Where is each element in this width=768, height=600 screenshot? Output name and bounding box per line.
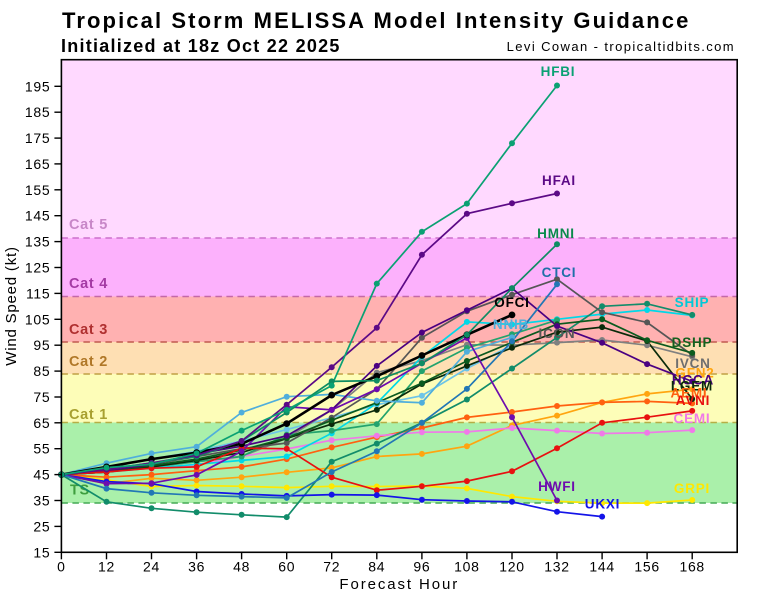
svg-text:NNIB: NNIB	[493, 317, 529, 332]
svg-text:84: 84	[368, 558, 385, 574]
svg-text:CTCI: CTCI	[542, 265, 577, 280]
svg-text:195: 195	[25, 78, 50, 94]
svg-text:125: 125	[25, 260, 50, 276]
svg-text:HFBI: HFBI	[541, 64, 576, 79]
svg-text:HWFI: HWFI	[538, 479, 576, 494]
svg-text:0: 0	[57, 558, 66, 574]
svg-text:Wind Speed (kt): Wind Speed (kt)	[3, 246, 20, 366]
svg-text:HCCA: HCCA	[672, 373, 714, 388]
svg-text:Cat 4: Cat 4	[69, 276, 108, 292]
svg-text:48: 48	[233, 558, 250, 574]
svg-text:15: 15	[33, 544, 50, 560]
svg-text:Cat 5: Cat 5	[69, 217, 108, 233]
svg-text:25: 25	[33, 518, 50, 534]
svg-text:105: 105	[25, 311, 50, 327]
svg-text:Levi Cowan - tropicaltidbits.c: Levi Cowan - tropicaltidbits.com	[507, 39, 735, 54]
svg-text:175: 175	[25, 130, 50, 146]
svg-text:65: 65	[33, 415, 50, 431]
svg-text:OFCI: OFCI	[494, 295, 529, 310]
svg-text:60: 60	[278, 558, 295, 574]
svg-text:72: 72	[323, 558, 340, 574]
svg-text:TS: TS	[70, 483, 90, 499]
svg-text:155: 155	[25, 182, 50, 198]
svg-text:115: 115	[26, 285, 50, 301]
svg-text:35: 35	[33, 493, 50, 509]
svg-text:45: 45	[33, 467, 50, 483]
svg-text:GFN2: GFN2	[675, 366, 714, 381]
svg-text:135: 135	[25, 234, 50, 250]
svg-text:Cat 1: Cat 1	[69, 407, 108, 423]
svg-text:CEMI: CEMI	[674, 411, 711, 426]
svg-text:12: 12	[98, 558, 115, 574]
svg-text:Cat 3: Cat 3	[69, 322, 108, 338]
svg-text:AVNI: AVNI	[676, 393, 710, 408]
svg-text:Tropical Storm MELISSA Model I: Tropical Storm MELISSA Model Intensity G…	[62, 8, 690, 33]
svg-text:85: 85	[33, 363, 50, 379]
svg-text:Cat 2: Cat 2	[69, 354, 108, 370]
svg-text:AEMI: AEMI	[671, 386, 708, 401]
svg-text:LGEM: LGEM	[671, 379, 713, 394]
svg-text:HFAI: HFAI	[542, 173, 576, 188]
svg-text:108: 108	[454, 558, 479, 574]
svg-text:IVCN: IVCN	[675, 356, 710, 371]
svg-text:ICON: ICON	[539, 326, 576, 341]
svg-text:185: 185	[25, 104, 50, 120]
svg-text:55: 55	[33, 441, 50, 457]
svg-text:95: 95	[33, 337, 50, 353]
svg-text:UKXI: UKXI	[585, 497, 620, 512]
svg-text:165: 165	[25, 156, 50, 172]
svg-text:DSHP: DSHP	[672, 335, 713, 350]
svg-text:120: 120	[499, 558, 524, 574]
svg-text:HMNI: HMNI	[537, 226, 575, 241]
svg-text:24: 24	[143, 558, 160, 574]
svg-text:75: 75	[33, 389, 50, 405]
svg-text:SHIP: SHIP	[675, 295, 710, 310]
svg-text:156: 156	[634, 558, 659, 574]
svg-text:145: 145	[25, 208, 50, 224]
svg-text:144: 144	[589, 558, 614, 574]
svg-text:132: 132	[544, 558, 569, 574]
svg-text:GRPI: GRPI	[674, 481, 710, 496]
svg-text:96: 96	[413, 558, 430, 574]
svg-text:Forecast Hour: Forecast Hour	[339, 576, 459, 593]
svg-text:Initialized at 18z Oct 22 2025: Initialized at 18z Oct 22 2025	[61, 36, 341, 56]
svg-text:168: 168	[679, 558, 704, 574]
svg-text:36: 36	[188, 558, 205, 574]
